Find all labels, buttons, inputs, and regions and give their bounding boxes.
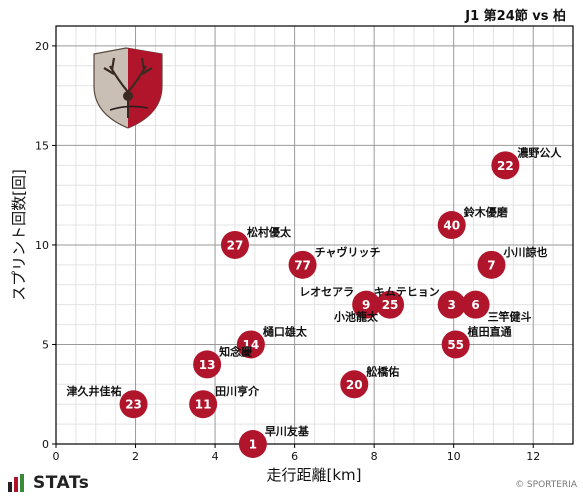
data-points: 22濃野公人40鈴木優磨27松村優太77チャヴリッチ7小川諒也9レオセアラ25小…: [67, 145, 562, 458]
point-number: 25: [382, 298, 399, 312]
point-number: 11: [195, 398, 212, 412]
x-tick-label: 4: [212, 450, 219, 463]
y-tick-label: 10: [35, 239, 49, 252]
point-marker: [352, 290, 381, 319]
point-marker: [437, 290, 466, 319]
data-point: 6 三竿健斗: [461, 290, 532, 324]
stats-brand: STATs: [33, 473, 90, 493]
data-point: 9 レオセアラ: [299, 286, 381, 319]
point-number: 1: [249, 438, 257, 452]
point-name-label: 津久井佳祐: [67, 384, 122, 398]
point-name-label: 舩橋佑: [366, 364, 399, 378]
point-number: 3: [448, 298, 456, 312]
data-point: 77 チャヴリッチ: [288, 245, 381, 279]
point-number: 7: [487, 258, 495, 272]
point-number: 23: [125, 398, 142, 412]
point-name-label: 小池龍太: [333, 310, 379, 324]
point-marker: [441, 330, 470, 359]
point-name-label: 田川亨介: [215, 384, 260, 398]
point-name-label: 早川友基: [265, 424, 310, 438]
x-tick-label: 2: [132, 450, 139, 463]
x-tick-label: 10: [447, 450, 461, 463]
y-axis-label: スプリント回数[回]: [10, 169, 28, 301]
y-tick-label: 15: [35, 139, 49, 152]
point-number: 9: [362, 298, 370, 312]
point-name-label: 植田直通: [467, 324, 512, 338]
point-name-label: 濃野公人: [517, 145, 562, 159]
chart-title: J1 第24節 vs 柏: [464, 8, 566, 24]
x-tick-label: 0: [53, 450, 60, 463]
y-axis-ticks: 0 5 10 15 20: [35, 40, 56, 451]
point-name-label: 樋口雄太: [263, 324, 308, 338]
point-number: 27: [227, 238, 244, 252]
x-tick-label: 6: [291, 450, 298, 463]
point-marker: [461, 290, 490, 319]
point-number: 20: [346, 378, 363, 392]
point-number: 77: [294, 258, 311, 272]
point-name-label: 鈴木優磨: [464, 205, 509, 219]
plot-frame: [55, 25, 574, 445]
point-name-label: キムテヒョン: [374, 286, 440, 299]
point-marker: [437, 211, 466, 240]
point-marker: [220, 230, 249, 259]
point-marker: [193, 350, 222, 379]
point-name-label: 三竿健斗: [488, 310, 532, 324]
data-point: 3 キムテヒョン: [374, 286, 466, 319]
y-tick-label: 5: [42, 338, 49, 351]
x-tick-label: 12: [526, 450, 540, 463]
point-number: 13: [199, 358, 216, 372]
point-name-label: レオセアラ: [299, 286, 354, 299]
point-number: 22: [497, 159, 514, 173]
data-point: 1 早川友基: [238, 424, 310, 458]
point-marker: [189, 390, 218, 419]
point-name-label: 知念慶: [218, 344, 252, 358]
point-marker: [491, 151, 520, 180]
club-emblem-icon: [93, 47, 163, 129]
point-number: 55: [447, 338, 464, 352]
point-number: 40: [443, 219, 460, 233]
data-point: 40 鈴木優磨: [437, 205, 509, 240]
point-marker: [238, 430, 267, 458]
point-number: 6: [471, 298, 479, 312]
point-number: 14: [243, 338, 260, 352]
stats-bars-icon: [8, 474, 24, 492]
point-marker: [288, 250, 317, 279]
point-name-label: 松村優太: [247, 225, 292, 239]
point-name-label: 小川諒也: [502, 245, 547, 259]
x-tick-label: 8: [371, 450, 378, 463]
point-marker: [119, 390, 148, 419]
x-axis-label: 走行距離[km]: [266, 466, 361, 484]
point-marker: [376, 290, 405, 319]
stats-logo: STATs: [8, 473, 90, 493]
grid-minor: [56, 25, 574, 444]
y-tick-label: 20: [35, 40, 49, 53]
x-axis-ticks: 0 2 4 6 8 10 12: [53, 444, 540, 463]
y-tick-label: 0: [42, 438, 49, 451]
copyright: © SPORTERIA: [515, 480, 577, 490]
point-marker: [477, 250, 506, 279]
point-name-label: チャヴリッチ: [315, 245, 381, 259]
data-point: 7 小川諒也: [477, 245, 547, 279]
point-marker: [340, 370, 369, 399]
point-marker: [236, 330, 265, 359]
